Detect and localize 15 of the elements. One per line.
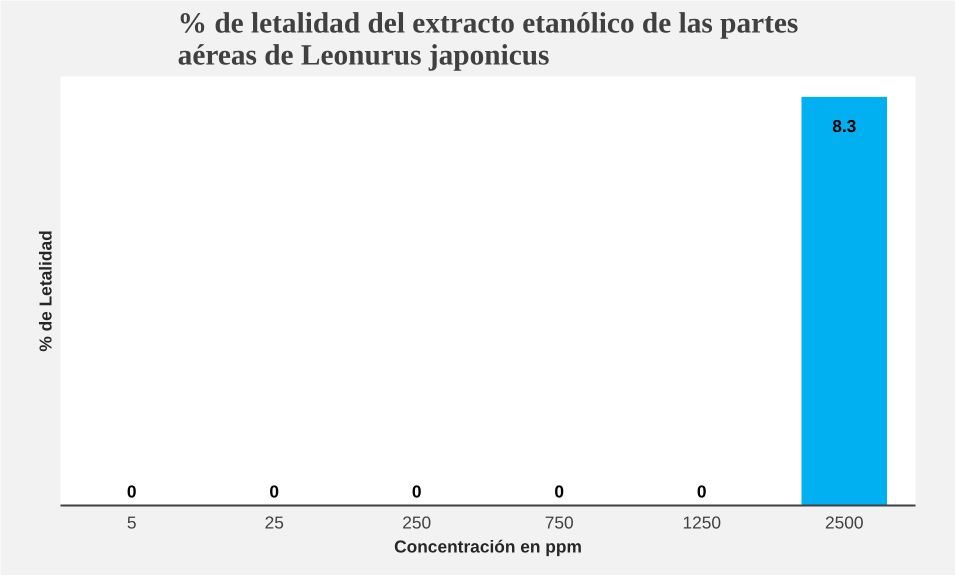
data-label: 0: [269, 482, 280, 502]
data-label: 8.3: [832, 116, 857, 136]
x-tick-label: 5: [126, 512, 137, 532]
x-tick-label: 2500: [824, 512, 864, 532]
x-tick-label: 750: [544, 512, 574, 532]
x-tick-label: 1250: [682, 512, 722, 532]
data-label: 0: [412, 482, 422, 502]
x-tick-label: 250: [402, 512, 432, 532]
data-label: 0: [696, 482, 707, 502]
x-tick-label: 25: [264, 512, 284, 532]
y-axis-title: % de Letalidad: [36, 230, 56, 352]
x-axis-title: Concentración en ppm: [394, 536, 582, 556]
data-label: 0: [554, 482, 564, 502]
chart-title: % de letalidad del extracto etanólico de las partes aéreas de Leonurus japonicus: [178, 8, 798, 72]
data-label: 0: [126, 482, 137, 502]
